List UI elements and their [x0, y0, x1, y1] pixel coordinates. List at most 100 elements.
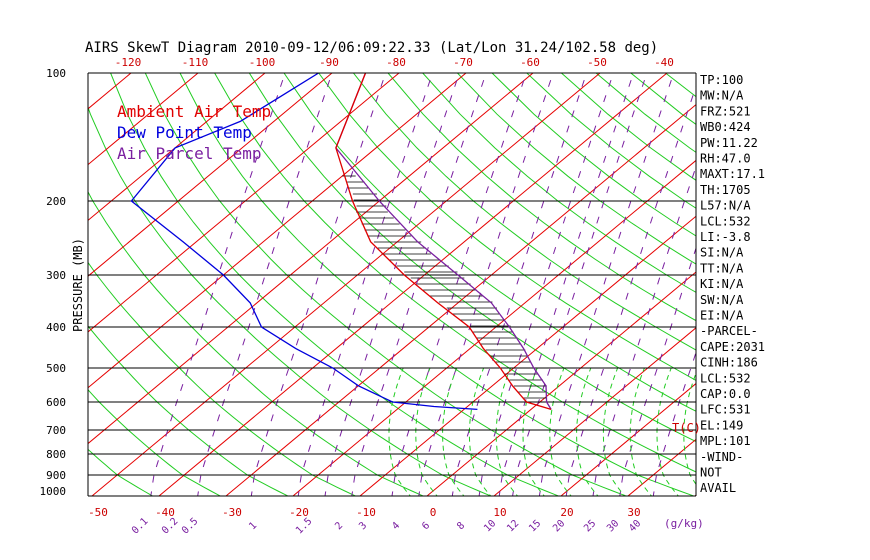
pressure-tick-label: 600	[46, 396, 66, 409]
bottom-temp-tick-label: -30	[222, 506, 242, 519]
moist-adiabat-line	[576, 367, 599, 496]
mixing-ratio-label: 1	[247, 520, 259, 532]
index-label: MAXT:17.1	[700, 167, 765, 181]
isotherm-line	[91, 73, 601, 496]
mixing-ratio-line	[418, 73, 554, 496]
dry-adiabat-line	[144, 73, 628, 496]
moist-adiabat-line	[468, 367, 492, 496]
isotherm-line	[359, 215, 696, 496]
dry-adiabat-line	[88, 105, 493, 496]
index-label: LCL:532	[700, 371, 751, 385]
isotherm-line	[88, 73, 333, 277]
index-label: WB0:424	[700, 120, 751, 134]
pressure-tick-label: 300	[46, 269, 66, 282]
mixing-ratio-label: 15	[527, 518, 543, 534]
mixing-ratio-line	[197, 73, 333, 496]
mixing-ratio-label: 4	[390, 520, 402, 532]
isotherm-line	[88, 73, 400, 333]
index-label: TT:N/A	[700, 261, 744, 275]
mixing-ratio-label: 25	[582, 518, 598, 534]
isotherm-line	[158, 73, 668, 496]
y-axis-label: PRESSURE (MB)	[71, 238, 85, 332]
moist-adiabat-line	[549, 367, 572, 496]
index-label: TP:100	[700, 73, 743, 87]
isotherms	[88, 73, 870, 496]
mixing-ratio-label: 3	[357, 520, 369, 532]
index-label: FRZ:521	[700, 104, 751, 118]
index-label: MW:N/A	[700, 89, 744, 103]
dry-adiabat-line	[422, 73, 696, 293]
axes	[87, 72, 697, 497]
mixing-ratio-line	[538, 73, 675, 496]
isotherm-line	[493, 327, 696, 496]
legend-ambient-air-temp: Ambient Air Temp	[117, 102, 271, 121]
pressure-tick-labels: 100 200 300 400 500 600 700 800 900 1000	[40, 67, 67, 498]
legend-dew-point-temp: Dew Point Temp	[117, 123, 252, 142]
pressure-tick-label: 100	[46, 67, 66, 80]
index-label: CAPE:2031	[700, 340, 765, 354]
mixing-ratio-line	[512, 73, 648, 496]
mixing-ratio-label: 40	[627, 518, 643, 534]
mixing-ratio-label: 6	[420, 520, 432, 532]
moist-adiabat-line	[656, 367, 679, 496]
mixing-ratio-line	[351, 73, 487, 496]
x-unit-label: T(C)	[672, 421, 701, 435]
isotherm-line	[88, 73, 199, 166]
isotherm-line	[762, 73, 870, 496]
pressure-tick-label: 400	[46, 321, 66, 334]
mixing-ratio-line	[592, 165, 696, 496]
isotherm-line	[88, 73, 266, 222]
pressure-tick-label: 1000	[40, 485, 67, 498]
dry-adiabats	[0, 73, 696, 498]
bottom-temp-tick-label: 20	[560, 506, 573, 519]
profiles	[130, 73, 552, 411]
top-temp-tick-label: -80	[386, 56, 406, 69]
dry-adiabat-line	[353, 73, 696, 351]
index-label: NOT	[700, 466, 722, 480]
isotherm-line	[292, 159, 696, 496]
index-label: EI:N/A	[700, 309, 744, 323]
mixing-ratio-label: 0.2	[160, 516, 181, 537]
chart-title: AIRS SkewT Diagram 2010-09-12/06:09:22.3…	[85, 40, 658, 56]
dry-adiabat-line	[88, 388, 222, 496]
mixing-unit-label: (g/kg)	[664, 517, 704, 530]
moist-adiabat-line	[522, 367, 545, 496]
moist-adiabat-line	[415, 367, 438, 496]
legend: Ambient Air Temp Dew Point Temp Air Parc…	[117, 102, 271, 163]
mixing-ratio-line	[451, 73, 588, 496]
dew-point-temp-line	[130, 73, 478, 411]
dry-adiabat-line	[283, 73, 696, 412]
top-temperature-tick-labels: -120 -110 -100 -90 -80 -70 -60 -50 -40	[115, 56, 674, 69]
index-label: AVAIL	[700, 481, 736, 495]
mixing-ratio-label: 10	[482, 518, 498, 534]
pressure-tick-label: 900	[46, 469, 66, 482]
dry-adiabat-line	[387, 73, 696, 322]
mixing-ratio-line	[297, 73, 433, 496]
moist-adiabats	[388, 367, 696, 496]
moist-adiabat-line	[442, 367, 465, 496]
dry-adiabat-line	[457, 73, 696, 265]
index-label: KI:N/A	[700, 277, 744, 291]
mixing-ratio-label: 8	[455, 520, 467, 532]
pressure-lines	[88, 200, 696, 476]
isotherm-line	[426, 271, 696, 496]
top-temp-tick-label: -70	[453, 56, 473, 69]
pressure-tick-label: 700	[46, 424, 66, 437]
dry-adiabat-line	[0, 73, 21, 498]
index-label: PW:11.22	[700, 136, 758, 150]
isotherm-line	[829, 73, 870, 496]
mixing-ratio-label: 20	[551, 518, 567, 534]
top-temp-tick-label: -40	[654, 56, 674, 69]
index-label: LCL:532	[700, 214, 751, 228]
isotherm-line	[88, 73, 467, 389]
mixing-ratio-label: 2	[333, 520, 345, 532]
top-temp-tick-label: -100	[249, 56, 276, 69]
mixing-ratio-line	[565, 84, 696, 496]
bottom-temp-tick-label: 10	[493, 506, 506, 519]
isotherm-line	[88, 73, 534, 445]
dry-adiabat-line	[110, 73, 560, 496]
mixing-ratio-label: 12	[505, 518, 521, 534]
bottom-temp-tick-label: 30	[627, 506, 640, 519]
